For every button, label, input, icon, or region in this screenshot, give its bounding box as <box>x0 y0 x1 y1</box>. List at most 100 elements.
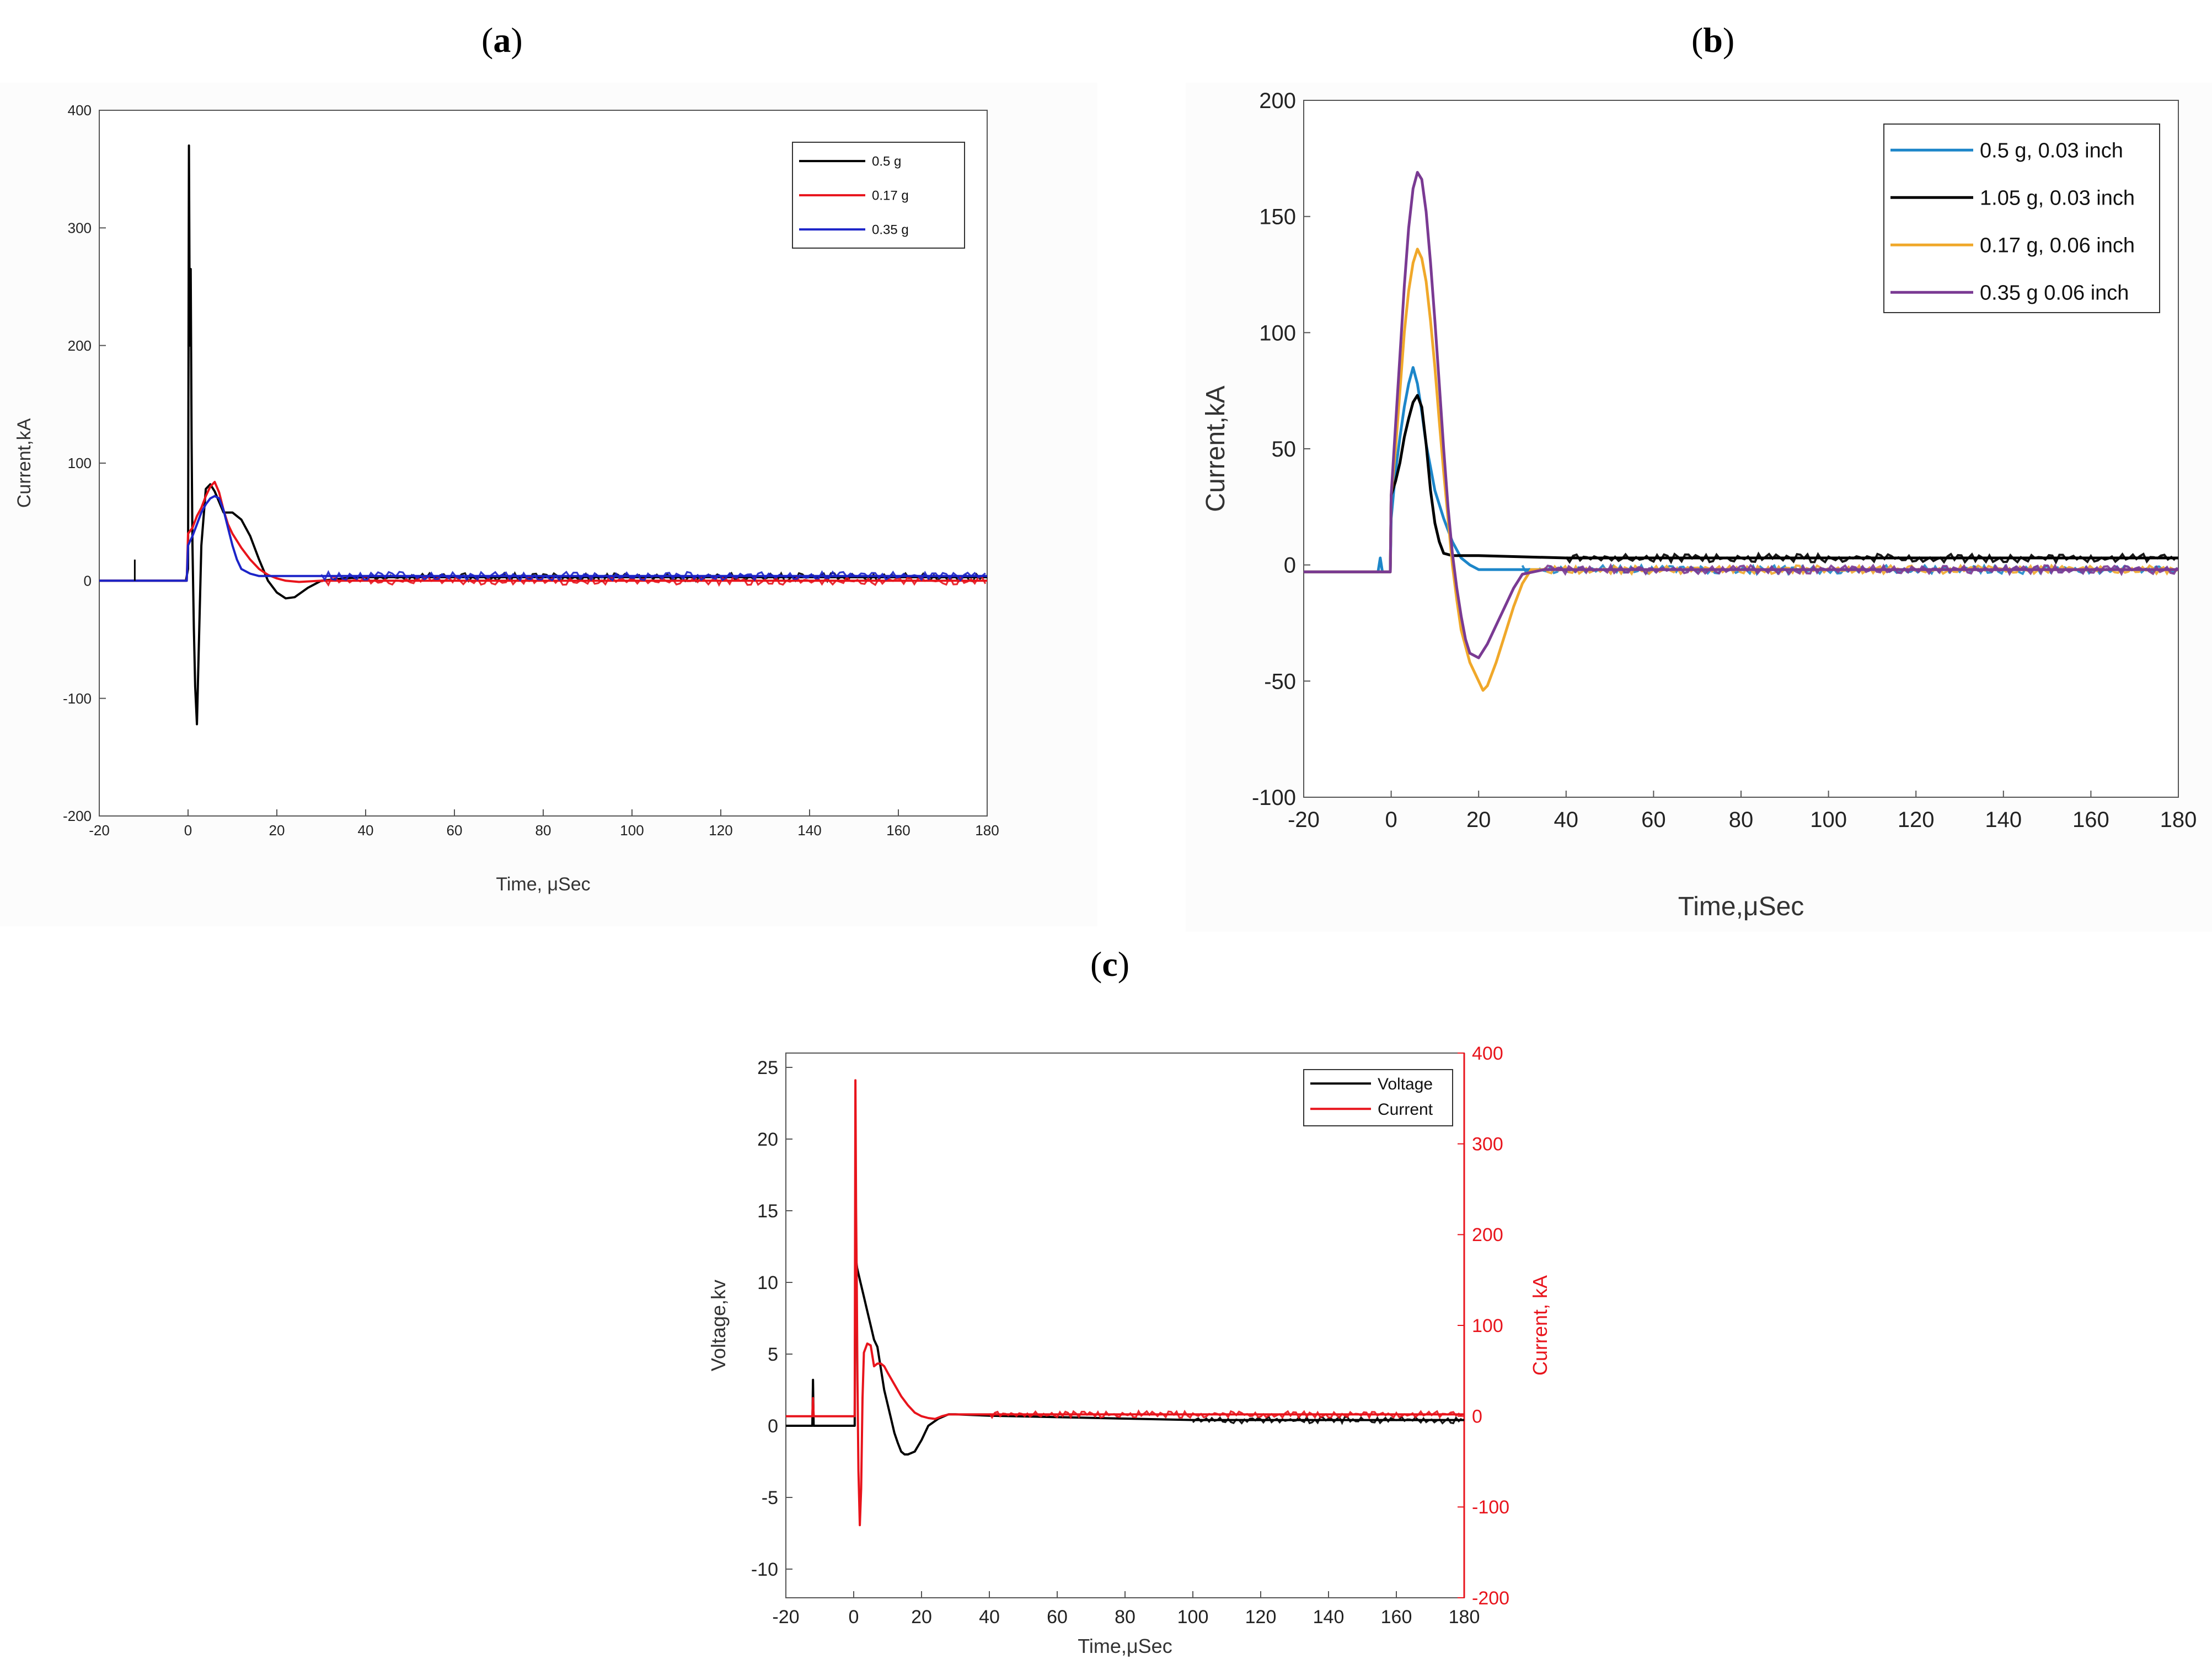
panel-label-b: (b) <box>1691 20 1735 60</box>
y2-tick-label: -200 <box>1472 1588 1509 1609</box>
x-tick-label: 100 <box>1810 808 1847 832</box>
y-tick-label: 50 <box>1272 437 1297 461</box>
x-tick-label: 0 <box>1385 808 1397 832</box>
y-axis-label: Current,kA <box>1201 385 1230 512</box>
y-tick-label: 5 <box>768 1344 778 1365</box>
y2-axis-label: Current, kA <box>1529 1275 1551 1376</box>
x-tick-label: 20 <box>911 1607 932 1628</box>
x-tick-label: 60 <box>1641 808 1666 832</box>
x-tick-label: 60 <box>447 822 463 839</box>
y2-tick-label: 100 <box>1472 1315 1503 1336</box>
series-noise-0 <box>1192 1415 1463 1425</box>
y-tick-label: 20 <box>757 1129 778 1150</box>
x-tick-label: 100 <box>620 822 644 839</box>
y2-tick-label: 200 <box>1472 1225 1503 1245</box>
y-tick-label: 400 <box>68 102 92 119</box>
x-tick-label: 20 <box>269 822 285 839</box>
y-tick-label: 15 <box>757 1201 778 1222</box>
x-tick-label: 80 <box>1729 808 1754 832</box>
y-tick-label: 0 <box>84 572 92 589</box>
x-tick-label: 180 <box>975 822 999 839</box>
panel-label-c: (c) <box>1090 944 1130 984</box>
y-tick-label: 10 <box>757 1272 778 1293</box>
x-tick-label: 40 <box>1554 808 1579 832</box>
x-tick-label: 80 <box>535 822 551 839</box>
series-line-0 <box>99 144 987 726</box>
x-tick-label: -20 <box>89 822 110 839</box>
plot-area <box>785 1053 1465 1598</box>
legend-box <box>1303 1069 1453 1126</box>
x-tick-label: 40 <box>358 822 374 839</box>
y-tick-label: -100 <box>1252 786 1296 810</box>
y-tick-label: 200 <box>68 337 92 354</box>
chart-a: -20 0 20 40 60 80 100 120 140 160 180-200-10001002… <box>0 83 1097 926</box>
x-axis-label: Time, μSec <box>496 874 590 895</box>
series-noise-1 <box>320 574 987 587</box>
series-line-1 <box>786 1079 1464 1527</box>
legend-label: 0.35 g 0.06 inch <box>1980 282 2129 305</box>
x-tick-label: 180 <box>1449 1607 1480 1628</box>
series-noise-3 <box>1543 563 2179 576</box>
series-line-1 <box>1304 394 2178 573</box>
legend-label: Voltage <box>1378 1075 1433 1093</box>
x-tick-label: 120 <box>709 822 732 839</box>
series-line-3 <box>1304 171 2178 659</box>
x-tick-label: 140 <box>1313 1607 1345 1628</box>
x-tick-label: 60 <box>1047 1607 1068 1628</box>
legend-label: 1.05 g, 0.03 inch <box>1980 187 2135 210</box>
y-tick-label: -5 <box>762 1488 778 1508</box>
y-tick-label: -10 <box>751 1559 778 1580</box>
x-tick-label: 180 <box>2160 808 2197 832</box>
y-tick-label: 300 <box>68 219 92 236</box>
x-tick-label: 0 <box>184 822 192 839</box>
x-tick-label: -20 <box>1288 808 1320 832</box>
x-tick-label: 120 <box>1245 1607 1277 1628</box>
series-line-2 <box>99 495 987 582</box>
x-axis-label: Time,μSec <box>1078 1635 1172 1657</box>
x-tick-label: 0 <box>849 1607 859 1628</box>
x-tick-label: 100 <box>1177 1607 1209 1628</box>
chart-b: -20 0 20 40 60 80 100 120 140 160 180 -100 -50 0 50 100… <box>1186 83 2212 932</box>
legend-label: 0.35 g <box>872 223 909 238</box>
chart-c: -20 0 20 40 60 80 100 120 140 160 180-10-505101520… <box>707 1043 1551 1657</box>
y-tick-label: -200 <box>63 808 92 824</box>
legend-box <box>1883 123 2160 313</box>
y2-tick-label: 400 <box>1472 1043 1503 1064</box>
y-tick-label: 25 <box>757 1057 778 1078</box>
x-tick-label: -20 <box>772 1607 799 1628</box>
legend-label: Current <box>1378 1100 1433 1119</box>
x-tick-label: 160 <box>2072 808 2109 832</box>
legend: Voltage Current <box>1303 1069 1453 1126</box>
y-tick-label: 0 <box>768 1416 778 1437</box>
legend-label: 0.17 g, 0.06 inch <box>1980 234 2135 257</box>
y-tick-label: 100 <box>1259 321 1296 345</box>
y-tick-label: 0 <box>1284 554 1296 578</box>
series-noise-2 <box>320 570 986 582</box>
x-axis-label: Time,μSec <box>1678 892 1804 921</box>
y-tick-label: 150 <box>1259 205 1296 229</box>
x-tick-label: 40 <box>979 1607 1000 1628</box>
legend: 0.5 g 0.17 g 0.35 g <box>792 142 965 249</box>
y2-tick-label: -100 <box>1472 1497 1509 1518</box>
x-tick-label: 140 <box>797 822 821 839</box>
x-tick-label: 140 <box>1985 808 2022 832</box>
legend-label: 0.5 g <box>872 154 901 169</box>
y-tick-label: 100 <box>68 455 92 471</box>
legend-label: 0.17 g <box>872 189 909 203</box>
panel-label-a: (a) <box>481 20 523 60</box>
series-noise-1 <box>1565 551 2176 565</box>
y2-tick-label: 0 <box>1472 1406 1482 1427</box>
x-tick-label: 80 <box>1115 1607 1136 1628</box>
y-axis-label: Current,kA <box>14 418 35 508</box>
x-tick-label: 160 <box>886 822 910 839</box>
legend-label: 0.5 g, 0.03 inch <box>1980 139 2123 163</box>
y-tick-label: -50 <box>1264 669 1296 694</box>
x-tick-label: 160 <box>1381 1607 1412 1628</box>
y-axis-label: Voltage,kv <box>707 1280 730 1371</box>
legend: 0.5 g, 0.03 inch 1.05 g, 0.03 inch 0.17 g,… <box>1883 123 2160 313</box>
y-tick-label: -100 <box>63 690 92 707</box>
x-tick-label: 120 <box>1898 808 1935 832</box>
y-tick-label: 200 <box>1259 89 1296 113</box>
x-tick-label: 20 <box>1466 808 1491 832</box>
